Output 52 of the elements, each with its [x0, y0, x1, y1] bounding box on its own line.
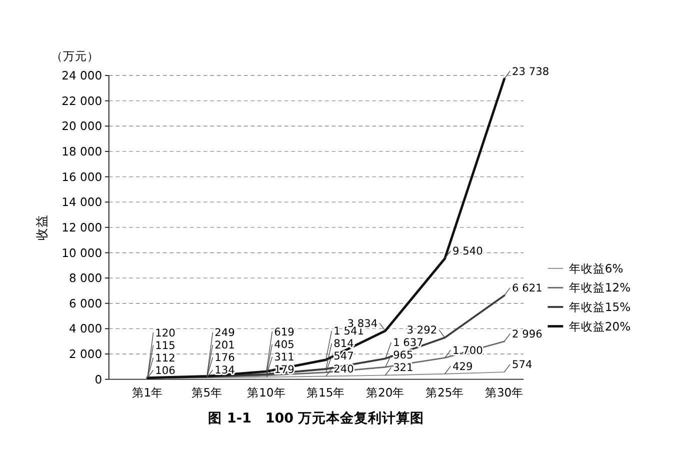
text: 图 1-1 100 万元本金复利计算图: [208, 410, 424, 427]
data-label: 965: [393, 350, 414, 362]
data-label: 321: [393, 362, 414, 374]
y-tick-label: 24 000: [62, 68, 102, 83]
y-tick-label: 20 000: [62, 119, 102, 134]
data-label: 429: [452, 360, 473, 373]
y-tick-label: 4 000: [69, 322, 102, 336]
y-tick-label: 8 000: [69, 271, 102, 286]
data-label: 112: [155, 352, 176, 364]
y-axis-title: 收益: [34, 214, 50, 240]
data-label: 405: [274, 338, 294, 351]
x-tick-label: 第15年: [306, 386, 346, 400]
legend-label: 年收益6%: [568, 261, 624, 276]
x-tick-label: 第30年: [484, 386, 524, 400]
x-tick-label: 第10年: [247, 386, 286, 400]
data-label: 1 637: [393, 337, 424, 350]
x-tick-label: 第1年: [132, 386, 164, 400]
data-label: 179: [274, 364, 294, 376]
data-label: 6 621: [512, 282, 542, 294]
data-label: 120: [155, 327, 176, 340]
text: （万元）: [51, 49, 100, 64]
data-label: 115: [155, 340, 176, 352]
y-tick-label: 2 000: [69, 347, 102, 362]
data-label: 547: [334, 350, 354, 363]
data-label: 814: [334, 338, 354, 350]
data-label: 574: [512, 359, 533, 372]
y-tick-label: 10 000: [62, 246, 102, 260]
x-tick-label: 第5年: [191, 386, 223, 400]
data-label: 9 540: [452, 246, 484, 258]
data-label: 201: [214, 340, 235, 352]
y-tick-label: 14 000: [62, 195, 102, 210]
y-tick-label: 22 000: [62, 94, 102, 108]
y-tick-label: 12 000: [62, 220, 102, 234]
y-tick-label: 18 000: [62, 144, 102, 159]
y-tick-label: 16 000: [62, 170, 102, 184]
data-label: 176: [214, 352, 236, 364]
x-tick-label: 第25年: [425, 386, 464, 400]
y-tick-label: 6 000: [69, 296, 102, 310]
data-label: 619: [274, 326, 294, 338]
data-label: 134: [214, 364, 236, 377]
legend-label: 年收益15%: [568, 300, 631, 314]
legend-label: 年收益20%: [568, 319, 631, 334]
legend-label: 年收益12%: [568, 280, 631, 295]
line-series: [146, 78, 506, 379]
data-label: 23 738: [512, 66, 550, 78]
data-label: 3 292: [406, 324, 438, 337]
data-label: 2 996: [512, 328, 543, 340]
data-label: 249: [214, 327, 235, 339]
x-tick-label: 第20年: [366, 386, 405, 400]
y-tick-label: 0: [94, 372, 102, 386]
data-label: 106: [155, 364, 176, 377]
data-label: 311: [274, 352, 294, 364]
